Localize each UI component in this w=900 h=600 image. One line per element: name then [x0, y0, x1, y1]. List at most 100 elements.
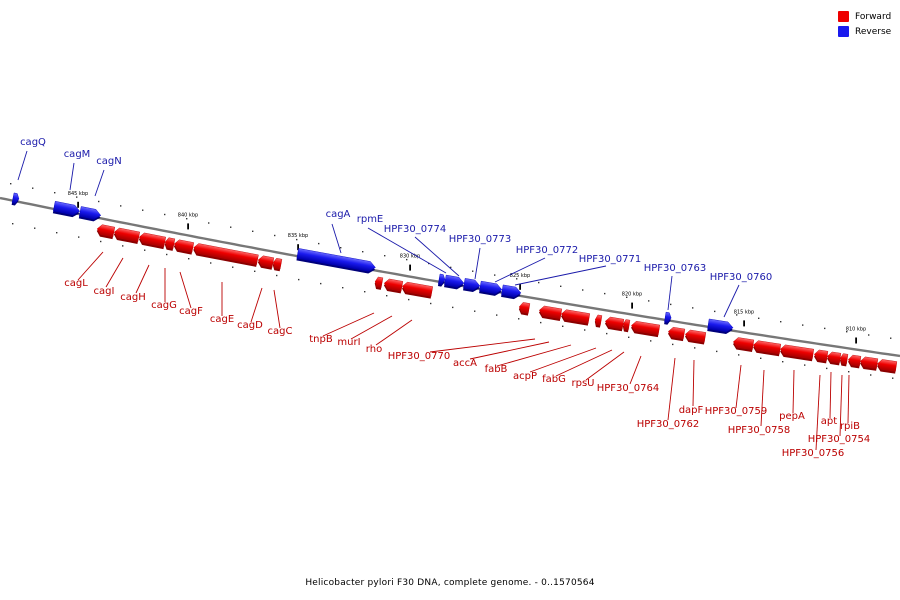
gene-label-reverse[interactable]: HPF30_0763	[644, 263, 706, 274]
gene-reverse[interactable]	[664, 311, 672, 325]
gene-label-reverse[interactable]: cagM	[64, 149, 91, 160]
gene-label-reverse[interactable]: cagQ	[20, 137, 46, 148]
gene-reverse[interactable]	[52, 201, 81, 218]
gene-forward[interactable]	[560, 309, 591, 326]
gene-label-forward[interactable]: cagL	[64, 278, 88, 289]
gene-forward[interactable]	[604, 316, 625, 332]
gene-label-forward[interactable]: cagE	[210, 314, 234, 325]
gene-body	[595, 314, 603, 326]
gene-forward[interactable]	[732, 337, 755, 352]
gene-label-forward[interactable]: fabG	[542, 374, 566, 385]
gene-label-forward[interactable]: HPF30_0754	[808, 434, 870, 445]
gene-forward[interactable]	[113, 227, 140, 244]
gene-forward[interactable]	[518, 302, 531, 316]
gene-label-forward[interactable]: cagF	[179, 306, 203, 317]
gene-label-reverse[interactable]: HPF30_0772	[516, 245, 578, 256]
scale-dot-lower	[716, 350, 718, 353]
gene-forward[interactable]	[839, 353, 849, 367]
gene-forward[interactable]	[96, 224, 116, 240]
gene-label-reverse[interactable]: rpmE	[357, 214, 384, 225]
gene-forward[interactable]	[164, 237, 176, 251]
gene-forward[interactable]	[752, 340, 782, 357]
gene-label-forward[interactable]: cagI	[94, 286, 115, 297]
gene-forward[interactable]	[779, 344, 815, 362]
scale-dot-lower	[276, 274, 278, 277]
gene-forward[interactable]	[538, 305, 563, 321]
gene-label-forward[interactable]: cagG	[151, 300, 177, 311]
gene-reverse[interactable]	[444, 274, 465, 290]
gene-label-forward[interactable]: pepA	[779, 411, 805, 422]
gene-forward[interactable]	[876, 359, 898, 374]
gene-label-forward[interactable]: cagH	[120, 292, 146, 303]
gene-label-reverse[interactable]: HPF30_0760	[710, 272, 772, 283]
gene-forward[interactable]	[138, 232, 166, 250]
gene-reverse[interactable]	[78, 206, 102, 222]
scale-dot-lower	[892, 377, 894, 379]
gene-forward[interactable]	[272, 258, 283, 272]
gene-body	[402, 281, 434, 297]
scale-dot-upper	[32, 187, 34, 189]
gene-body	[668, 326, 686, 340]
gene-forward[interactable]	[173, 239, 195, 255]
gene-label-forward[interactable]: HPF30_0764	[597, 383, 659, 394]
gene-label-reverse[interactable]: HPF30_0771	[579, 254, 641, 265]
gene-forward[interactable]	[630, 321, 661, 338]
gene-reverse[interactable]	[707, 318, 734, 335]
scale-dot-lower	[408, 298, 410, 301]
scale-dot-lower	[694, 347, 696, 349]
gene-reverse[interactable]	[463, 278, 481, 293]
gene-label-forward[interactable]: HPF30_0770	[388, 351, 450, 362]
gene-label-forward[interactable]: acpP	[513, 371, 537, 382]
gene-label-forward[interactable]: murI	[337, 337, 360, 348]
gene-reverse[interactable]	[501, 284, 522, 300]
gene-body	[272, 258, 283, 270]
gene-label-reverse[interactable]: cagN	[96, 156, 121, 167]
gene-forward[interactable]	[622, 319, 631, 333]
gene-label-forward[interactable]: cagC	[268, 326, 293, 337]
gene-reverse[interactable]	[437, 273, 446, 287]
gene-label-forward[interactable]: rho	[366, 344, 382, 355]
gene-forward[interactable]	[594, 314, 603, 328]
gene-body	[479, 280, 503, 294]
gene-forward[interactable]	[859, 356, 879, 371]
gene-reverse[interactable]	[296, 248, 376, 274]
leader-line	[760, 369, 765, 427]
gene-body	[518, 302, 531, 314]
gene-label-forward[interactable]: HPF30_0758	[728, 425, 790, 436]
scale-dot-upper	[10, 183, 12, 185]
gene-forward[interactable]	[847, 354, 862, 369]
gene-body	[11, 192, 20, 204]
gene-forward[interactable]	[374, 276, 384, 290]
gene-label-reverse[interactable]: HPF30_0773	[449, 234, 511, 245]
gene-label-forward[interactable]: apt	[821, 416, 837, 427]
gene-label-forward[interactable]: cagD	[237, 320, 263, 331]
gene-label-forward[interactable]: rpsU	[572, 378, 595, 389]
gene-label-forward[interactable]: rpiB	[840, 421, 860, 432]
gene-label-forward[interactable]: accA	[453, 358, 477, 369]
gene-forward[interactable]	[257, 255, 275, 270]
gene-label-forward[interactable]: HPF30_0762	[637, 419, 699, 430]
gene-reverse[interactable]	[11, 192, 20, 206]
gene-label-forward[interactable]: tnpB	[309, 334, 333, 345]
gene-label-reverse[interactable]: cagA	[326, 209, 351, 220]
gene-label-forward[interactable]: HPF30_0756	[782, 448, 844, 459]
gene-label-forward[interactable]: fabB	[485, 364, 508, 375]
gene-forward[interactable]	[813, 349, 829, 364]
gene-forward[interactable]	[667, 326, 686, 342]
gene-forward[interactable]	[826, 351, 842, 366]
scale-dot-upper	[318, 242, 320, 245]
gene-forward[interactable]	[401, 281, 434, 299]
gene-label-forward[interactable]: dapF	[679, 405, 704, 416]
gene-body	[438, 273, 446, 285]
scale-dot-upper	[252, 230, 254, 232]
tick-label: 810 kbp	[846, 327, 866, 333]
gene-forward[interactable]	[684, 329, 707, 345]
tick-mark	[77, 201, 79, 208]
gene-label-reverse[interactable]: HPF30_0774	[384, 224, 446, 235]
gene-forward[interactable]	[383, 278, 404, 294]
leader-line	[667, 357, 676, 421]
gene-forward[interactable]	[192, 243, 259, 267]
gene-reverse[interactable]	[479, 280, 503, 297]
gene-label-forward[interactable]: HPF30_0759	[705, 406, 767, 417]
